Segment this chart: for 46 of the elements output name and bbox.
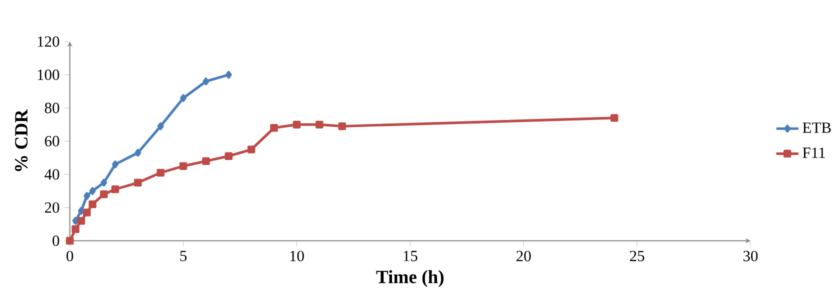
x-tick-label: 25 — [630, 250, 644, 262]
point — [78, 207, 84, 215]
y-axis-title: % CDR — [15, 109, 28, 172]
point — [224, 152, 233, 160]
point — [270, 124, 278, 132]
x-tick-label: 10 — [290, 250, 304, 262]
point — [89, 187, 96, 195]
point — [112, 160, 118, 168]
x-tick-label: 15 — [404, 250, 418, 262]
y-tick-label: 0 — [52, 236, 60, 246]
point — [84, 192, 90, 200]
point — [66, 237, 74, 245]
point — [100, 190, 108, 198]
point — [157, 122, 164, 130]
point — [202, 157, 210, 166]
y-tick-label: 120 — [38, 36, 60, 47]
point — [180, 94, 187, 102]
point — [156, 168, 164, 177]
point — [72, 225, 80, 234]
legend-label: F11 — [802, 148, 825, 158]
point — [77, 217, 86, 225]
point — [88, 200, 96, 208]
point — [179, 162, 188, 170]
y-tick-label: 60 — [44, 136, 60, 147]
point — [338, 122, 346, 130]
y-tick-label: 40 — [44, 169, 60, 180]
x-tick-label: 5 — [180, 250, 187, 262]
point — [100, 178, 108, 187]
x-tick-label: 0 — [66, 250, 74, 262]
legend-label: ETB — [802, 122, 831, 133]
point — [292, 120, 301, 129]
y-tick-label: 100 — [38, 70, 60, 80]
point — [225, 71, 232, 79]
point — [202, 78, 210, 86]
x-tick-label: 30 — [743, 250, 758, 262]
point — [134, 149, 142, 157]
point — [82, 208, 91, 217]
x-axis-title: Time (h) — [376, 270, 444, 288]
point — [316, 120, 324, 129]
y-tick-label: 80 — [44, 102, 60, 114]
point — [610, 114, 618, 122]
y-tick-label: 20 — [44, 202, 60, 213]
point — [111, 186, 120, 194]
point — [247, 146, 256, 154]
point — [134, 178, 142, 187]
x-tick-label: 20 — [516, 250, 531, 262]
